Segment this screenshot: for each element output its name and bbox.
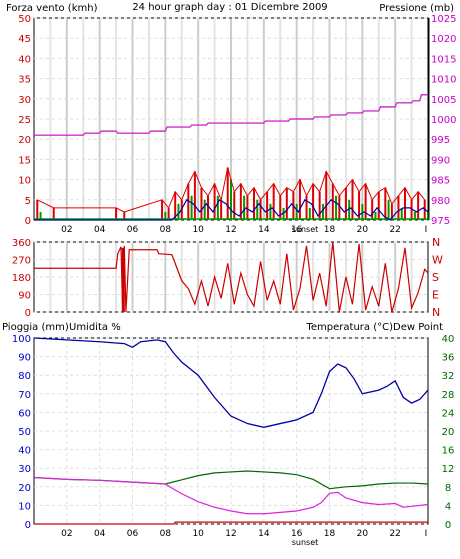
chart-title: 24 hour graph day : 01 Dicembre 2009	[132, 2, 327, 13]
pressure-line	[34, 94, 428, 136]
compass-label: N	[432, 236, 440, 249]
wind-tick-label: 0	[25, 216, 31, 227]
direction-tick-label: 270	[12, 256, 31, 267]
wind-tick-label: 25	[18, 115, 31, 126]
wind-tick-label: 40	[18, 54, 31, 65]
hour-tick-label: 02	[61, 529, 72, 539]
sunset-label-top: sunset	[292, 225, 319, 234]
humidity-tick-label: 10	[18, 501, 31, 512]
pressure-tick-label: 1010	[431, 75, 456, 86]
pressure-tick-label: 1005	[431, 95, 456, 106]
hour-tick-label: 18	[324, 529, 336, 539]
hour-tick-label: 12	[225, 529, 236, 539]
humidity-line	[33, 337, 429, 428]
wind-average-line	[34, 198, 429, 221]
compass-label: E	[432, 289, 439, 302]
pressure-tick-label: 1000	[431, 115, 456, 126]
compass-label: W	[432, 254, 443, 267]
hour-tick-label: 14	[258, 529, 270, 539]
hour-tick-label: 18	[324, 225, 336, 235]
hour-tick-label: 10	[192, 529, 204, 539]
hour-tick-label: 20	[357, 529, 369, 539]
humidity-tick-label: 0	[25, 520, 31, 531]
rain-line	[34, 521, 428, 525]
humidity-tick-label: 20	[18, 483, 31, 494]
hour-tick-label: 10	[192, 225, 204, 235]
hour-tick-label: 12	[225, 225, 236, 235]
temperature-tick-label: 20	[442, 427, 455, 438]
pressure-tick-label: 1025	[431, 14, 456, 25]
humidity-tick-label: 90	[18, 353, 31, 364]
pressure-tick-label: 1015	[431, 54, 456, 65]
direction-tick-label: 180	[12, 273, 31, 284]
pressure-tick-label: 985	[431, 176, 450, 187]
wind-tick-label: 5	[25, 196, 31, 207]
dewpoint-axis-title: Dew Point	[393, 322, 443, 333]
temperature-tick-label: 12	[442, 464, 455, 475]
hour-end-label: I	[425, 225, 428, 235]
pressure-tick-label: 975	[431, 216, 450, 227]
wind-tick-label: 50	[18, 14, 31, 25]
hour-tick-label: 22	[389, 529, 400, 539]
gust-series-line	[37, 167, 426, 213]
humidity-tick-label: 60	[18, 408, 31, 419]
wind-tick-label: 30	[18, 95, 31, 106]
direction-line	[34, 241, 429, 313]
wind-tick-label: 35	[18, 75, 31, 86]
hour-tick-label: 06	[127, 225, 139, 235]
dewpoint-line	[33, 476, 429, 515]
sunset-label-bottom: sunset	[292, 538, 319, 547]
hour-tick-label: 20	[357, 225, 369, 235]
humidity-tick-label: 30	[18, 464, 31, 475]
wind-tick-label: 45	[18, 34, 31, 45]
temperature-tick-label: 16	[442, 446, 455, 457]
pressure-axis-title: Pressione (mb)	[379, 3, 454, 14]
humidity-tick-label: 40	[18, 446, 31, 457]
hour-tick-label: 14	[258, 225, 270, 235]
hour-tick-label: 22	[389, 225, 400, 235]
pressure-tick-label: 995	[431, 135, 450, 146]
pressure-tick-label: 990	[431, 155, 450, 166]
temperature-tick-label: 0	[445, 520, 451, 531]
hour-tick-label: 16	[291, 529, 303, 539]
direction-tick-label: 0	[25, 308, 31, 319]
hour-tick-label: 16	[291, 225, 303, 235]
humidity-axis-title: Umidita %	[69, 322, 121, 333]
temperature-tick-label: 36	[442, 353, 455, 364]
temperature-tick-label: 24	[442, 408, 455, 419]
compass-label: S	[432, 271, 439, 284]
wind-tick-label: 10	[18, 176, 31, 187]
temperature-tick-label: 32	[442, 371, 455, 382]
humidity-tick-label: 100	[12, 334, 31, 345]
temperature-tick-label: 40	[442, 334, 455, 345]
pressure-tick-label: 980	[431, 196, 450, 207]
humidity-tick-label: 70	[18, 390, 31, 401]
hour-tick-label: 06	[127, 529, 139, 539]
hour-tick-label: 08	[160, 225, 172, 235]
wind-tick-label: 15	[18, 155, 31, 166]
hour-tick-label: 04	[94, 225, 106, 235]
hour-tick-label: 02	[61, 225, 72, 235]
temperature-tick-label: 8	[445, 483, 451, 494]
hour-tick-label: 08	[160, 529, 172, 539]
humidity-tick-label: 50	[18, 427, 31, 438]
humidity-tick-label: 80	[18, 371, 31, 382]
temperature-tick-label: 28	[442, 390, 455, 401]
compass-label: N	[432, 306, 440, 319]
wind-axis-title: Forza vento (kmh)	[6, 3, 98, 14]
pressure-tick-label: 1020	[431, 34, 456, 45]
temperature-tick-label: 4	[445, 501, 451, 512]
direction-tick-label: 360	[12, 238, 31, 249]
rain-axis-title: Pioggia (mm)	[2, 322, 69, 333]
hour-tick-label: 04	[94, 529, 106, 539]
temperature-axis-title: Temperatura (°C)	[305, 322, 393, 333]
wind-tick-label: 20	[18, 135, 31, 146]
hour-end-label: I	[425, 529, 428, 539]
direction-tick-label: 90	[18, 291, 31, 302]
direction-spike	[121, 247, 125, 312]
